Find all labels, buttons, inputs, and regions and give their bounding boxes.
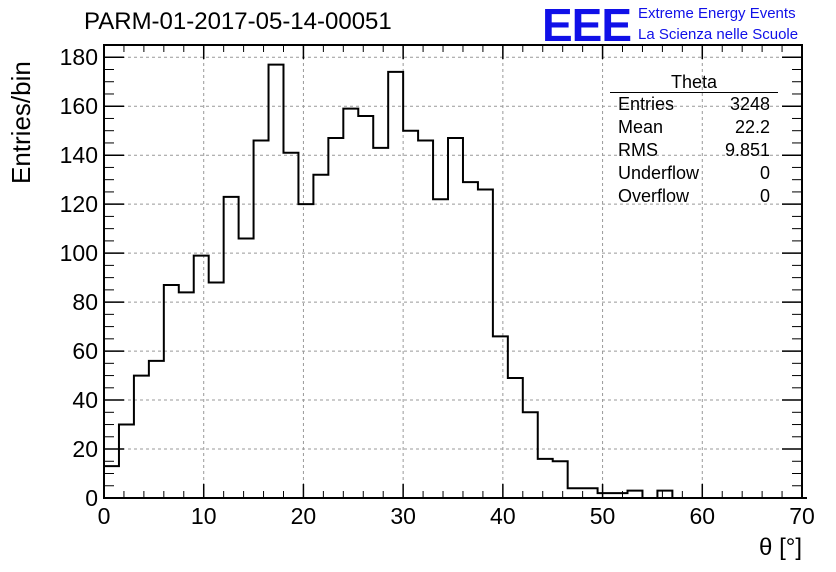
histogram-step-line [103,63,807,499]
stats-row-overflow: Overflow 0 [610,185,778,208]
y-tick-label: 0 [85,485,98,511]
stats-value: 0 [759,186,770,206]
stats-label: Overflow [618,186,690,206]
stats-title: Theta [610,72,778,93]
stats-box: Theta Entries 3248 Mean 22.2 RMS 9.851 U… [610,72,778,208]
x-tick-label: 10 [191,503,217,529]
x-tick-label: 20 [291,503,317,529]
y-tick-label: 120 [60,191,98,217]
x-tick-label: 50 [590,503,616,529]
stats-label: Underflow [618,163,700,183]
stats-label: RMS [618,140,658,160]
y-tick-label: 40 [72,387,98,413]
stats-value: 3248 [729,94,770,114]
stats-row-mean: Mean 22.2 [610,116,778,139]
plot-frame [103,44,803,499]
x-tick-label: 0 [98,503,111,529]
y-tick-label: 60 [72,338,98,364]
y-axis-title: Entries/bin [6,61,36,184]
stats-label: Entries [618,94,675,114]
grid-lines [104,45,802,498]
y-tick-label: 180 [60,44,98,70]
x-tick-label: 60 [689,503,715,529]
x-tick-label: 70 [789,503,815,529]
y-tick-label: 20 [72,436,98,462]
tick-labels: 0 10 20 30 40 50 60 70 0 20 40 60 80 100 120 140 160 180 [60,44,815,529]
x-tick-label: 40 [490,503,516,529]
y-tick-label: 80 [72,289,98,315]
y-tick-label: 160 [60,93,98,119]
x-axis-title: θ [°] [759,534,802,561]
eee-logo: EEE [542,0,632,51]
stats-value: 22.2 [734,117,770,137]
stats-row-entries: Entries 3248 [610,93,778,116]
stats-row-rms: RMS 9.851 [610,139,778,162]
axis-ticks [103,45,803,499]
y-tick-label: 100 [60,240,98,266]
logo-line-2: La Scienza nelle Scuole [638,26,799,43]
stats-label: Mean [618,117,664,137]
stats-value: 0 [759,163,770,183]
logo-line-1: Extreme Energy Events [638,5,796,22]
chart-title: PARM-01-2017-05-14-00051 [84,8,392,35]
stats-row-underflow: Underflow 0 [610,162,778,185]
stats-value: 9.851 [724,140,770,160]
y-tick-label: 140 [60,142,98,168]
x-tick-label: 30 [390,503,416,529]
